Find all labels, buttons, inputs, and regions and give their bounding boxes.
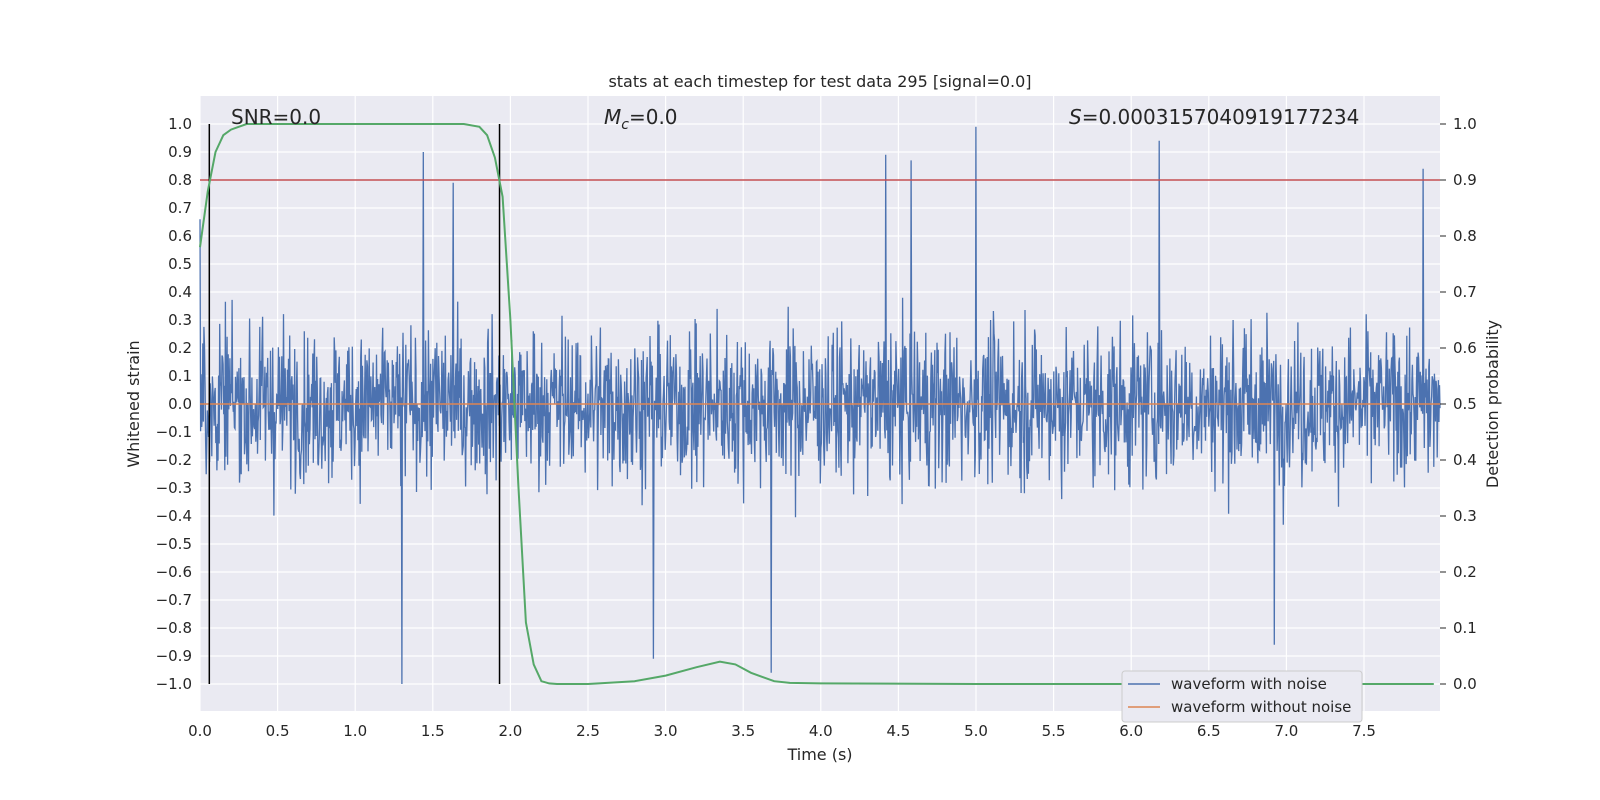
y-tick-label: −1.0 (156, 675, 192, 693)
detection-probability-line (199, 123, 1434, 685)
y-right-tick-label: 0.2 (1453, 563, 1477, 581)
y-tick-label: 0.3 (168, 311, 192, 329)
y-right-tick-label: 0.7 (1453, 283, 1477, 301)
s-annotation: S=0.0003157040919177234 (1069, 105, 1359, 129)
x-tick-label: 5.5 (1042, 722, 1066, 740)
y-tick-label: −0.2 (156, 451, 192, 469)
x-tick-label: 7.0 (1274, 722, 1298, 740)
x-tick-labels: 0.0 0.5 1.0 1.5 2.0 2.5 3.0 3.5 4.0 4.5 5.0 5.5 6.0 6… (188, 722, 1376, 740)
x-tick-label: 6.0 (1119, 722, 1143, 740)
y-right-tick-label: 0.6 (1453, 339, 1477, 357)
y-right-tick-label: 1.0 (1453, 115, 1477, 133)
x-tick-label: 0.0 (188, 722, 212, 740)
x-tick-label: 2.5 (576, 722, 600, 740)
x-axis-label: Time (s) (786, 745, 852, 764)
y-right-tick-label: 0.9 (1453, 171, 1477, 189)
y-tick-label: −0.8 (156, 619, 192, 637)
y-right-tick-label: 0.3 (1453, 507, 1477, 525)
x-tick-label: 5.0 (964, 722, 988, 740)
chirp-mass-annotation: Mc=0.0 (604, 105, 678, 133)
y-tick-label: −0.5 (156, 535, 192, 553)
x-tick-label: 3.0 (654, 722, 678, 740)
y-axis-label: Whitened strain (124, 340, 143, 467)
y-tick-label: 0.0 (168, 395, 192, 413)
x-tick-label: 7.5 (1352, 722, 1376, 740)
legend-label-without-noise: waveform without noise (1171, 698, 1351, 716)
y-right-tick-label: 0.5 (1453, 395, 1477, 413)
x-tick-label: 1.0 (343, 722, 367, 740)
x-tick-label: 0.5 (266, 722, 290, 740)
y-right-tick-label: 0.1 (1453, 619, 1477, 637)
y-tick-label: 0.6 (168, 227, 192, 245)
y-tick-label: 0.7 (168, 199, 192, 217)
legend-label-with-noise: waveform with noise (1171, 675, 1327, 693)
snr-annotation: SNR=0.0 (231, 105, 321, 129)
y-tick-label: −0.3 (156, 479, 192, 497)
y-tick-label: −0.9 (156, 647, 192, 665)
y-tick-labels: 1.0 0.9 0.8 0.7 0.6 0.5 0.4 0.3 0.2 0.1 0.0 −0.1 −0.… (156, 115, 192, 693)
y-tick-label: 0.2 (168, 339, 192, 357)
x-tick-label: 4.5 (886, 722, 910, 740)
chart-title: stats at each timestep for test data 295… (608, 72, 1031, 91)
legend: waveform with noise waveform without noi… (1121, 670, 1363, 723)
y-right-tick-label: 0.4 (1453, 451, 1477, 469)
y-tick-label: 0.8 (168, 171, 192, 189)
y-right-tick-label: 0.0 (1453, 675, 1477, 693)
x-tick-label: 2.0 (498, 722, 522, 740)
y-right-axis-label: Detection probability (1483, 320, 1502, 488)
y-tick-label: 0.5 (168, 255, 192, 273)
legend-box (1121, 670, 1363, 723)
y-tick-label: 0.1 (168, 367, 192, 385)
y-tick-label: 0.4 (168, 283, 192, 301)
event-markers (208, 124, 501, 684)
y-tick-label: 0.9 (168, 143, 192, 161)
x-tick-label: 4.0 (809, 722, 833, 740)
y-right-tick-labels: 1.0 0.9 0.8 0.7 0.6 0.5 0.4 0.3 0.2 0.1 0.0 (1440, 115, 1477, 693)
x-tick-label: 6.5 (1197, 722, 1221, 740)
x-tick-label: 3.5 (731, 722, 755, 740)
y-tick-label: 1.0 (168, 115, 192, 133)
y-tick-label: −0.1 (156, 423, 192, 441)
y-tick-label: −0.4 (156, 507, 192, 525)
y-tick-label: −0.6 (156, 563, 192, 581)
y-right-tick-label: 0.8 (1453, 227, 1477, 245)
x-tick-label: 1.5 (421, 722, 445, 740)
y-tick-label: −0.7 (156, 591, 192, 609)
